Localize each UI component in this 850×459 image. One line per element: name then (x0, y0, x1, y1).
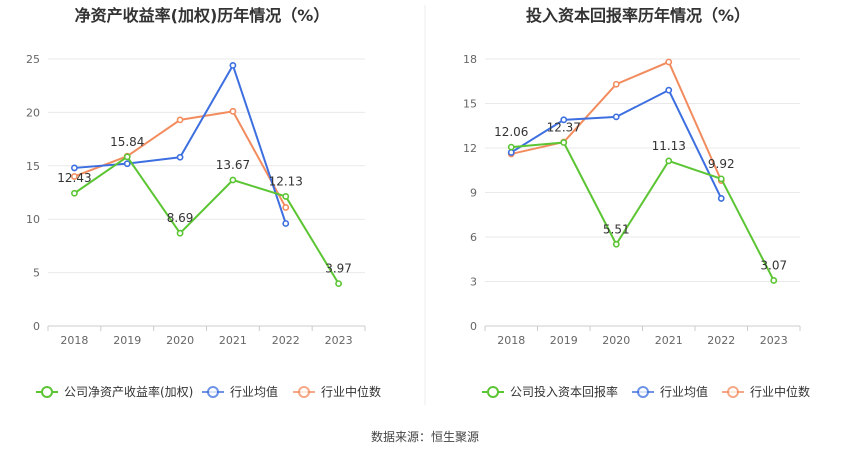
chart-title: 投入资本回报率历年情况（%） (526, 6, 750, 25)
data-point (665, 58, 673, 66)
y-tick-label: 9 (470, 187, 477, 200)
x-tick-label: 2020 (602, 334, 630, 347)
data-point (123, 160, 131, 168)
x-tick-label: 2022 (707, 334, 735, 347)
x-tick-label: 2020 (166, 334, 194, 347)
x-tick-label: 2018 (497, 334, 525, 347)
series-line-0 (511, 141, 775, 281)
legend-label: 行业均值 (230, 384, 278, 399)
series-line-1 (74, 64, 287, 224)
legend-label: 行业中位数 (321, 384, 381, 399)
data-label: 12.37 (547, 121, 581, 135)
x-tick-label: 2019 (550, 334, 578, 347)
data-point (335, 280, 342, 288)
x-tick-label: 2023 (760, 334, 788, 347)
y-tick-label: 20 (26, 106, 40, 119)
x-tick-label: 2019 (113, 334, 141, 347)
data-point (71, 173, 78, 180)
legend-swatch-marker (298, 386, 310, 398)
x-tick-label: 2023 (325, 334, 353, 347)
data-label: 12.06 (494, 125, 528, 139)
data-point (282, 220, 290, 227)
data-point (71, 164, 78, 172)
data-point (176, 116, 184, 124)
y-tick-label: 15 (463, 98, 477, 111)
data-point (282, 193, 290, 200)
legend-swatch-marker (487, 386, 499, 398)
data-label: 12.43 (57, 171, 91, 185)
roe-chart: 净资产收益率(加权)历年情况（%） 0 5 10 15 20 25 2018 2019 2020… (26, 6, 381, 399)
source-note: 数据来源：恒生聚源 (371, 429, 479, 444)
data-point (665, 86, 673, 94)
x-tick-label: 2018 (60, 334, 88, 347)
legend-label: 行业中位数 (750, 384, 810, 399)
y-tick-label: 18 (463, 53, 477, 66)
data-label: 11.13 (652, 139, 686, 153)
data-label: 8.69 (167, 211, 194, 225)
legend-label: 公司投入资本回报率 (510, 384, 618, 399)
y-tick-label: 0 (33, 320, 40, 333)
data-label: 3.97 (325, 262, 352, 276)
data-point (282, 204, 290, 211)
data-point (612, 80, 620, 88)
data-point (229, 107, 237, 115)
chart-title: 净资产收益率(加权)历年情况（%） (75, 6, 330, 25)
data-label: 5.51 (603, 222, 630, 236)
data-point (560, 139, 568, 146)
data-point (770, 277, 778, 284)
data-label: 12.13 (269, 174, 303, 188)
y-tick-label: 15 (26, 160, 40, 173)
data-point (665, 157, 673, 165)
data-label: 13.67 (216, 158, 250, 172)
y-tick-label: 6 (470, 231, 477, 244)
data-point (507, 149, 515, 156)
legend-swatch-marker (637, 386, 649, 398)
data-label: 15.84 (110, 135, 144, 149)
data-point (507, 143, 515, 151)
y-tick-label: 10 (26, 213, 40, 226)
legend-swatch-marker (207, 386, 219, 398)
data-label: 3.07 (760, 258, 787, 272)
data-point (612, 113, 620, 121)
series-line-0 (73, 155, 340, 285)
y-tick-label: 12 (463, 142, 477, 155)
legend-label: 公司净资产收益率(加权) (64, 384, 193, 399)
series-line-2 (511, 60, 723, 182)
legend-label: 行业均值 (660, 384, 708, 399)
legend-swatch-marker (727, 386, 739, 398)
y-tick-label: 0 (470, 320, 477, 333)
data-point (123, 153, 131, 161)
x-tick-label: 2021 (655, 334, 683, 347)
legend-swatch-marker (41, 386, 53, 398)
data-point (717, 195, 725, 202)
data-point (229, 62, 237, 69)
data-point (717, 175, 725, 183)
data-point (560, 116, 568, 124)
data-point (176, 229, 184, 237)
y-tick-label: 3 (470, 276, 477, 289)
y-tick-label: 5 (33, 267, 40, 280)
roic-chart: 投入资本回报率历年情况（%） 0 3 6 9 12 15 18 2018 2019 2020 202… (463, 6, 810, 399)
data-point (612, 240, 620, 248)
x-tick-label: 2021 (219, 334, 247, 347)
data-point (176, 153, 184, 161)
x-tick-label: 2022 (272, 334, 300, 347)
data-point (229, 176, 237, 184)
y-tick-label: 25 (26, 53, 40, 66)
data-label: 9.92 (708, 157, 735, 171)
data-point (71, 189, 78, 197)
